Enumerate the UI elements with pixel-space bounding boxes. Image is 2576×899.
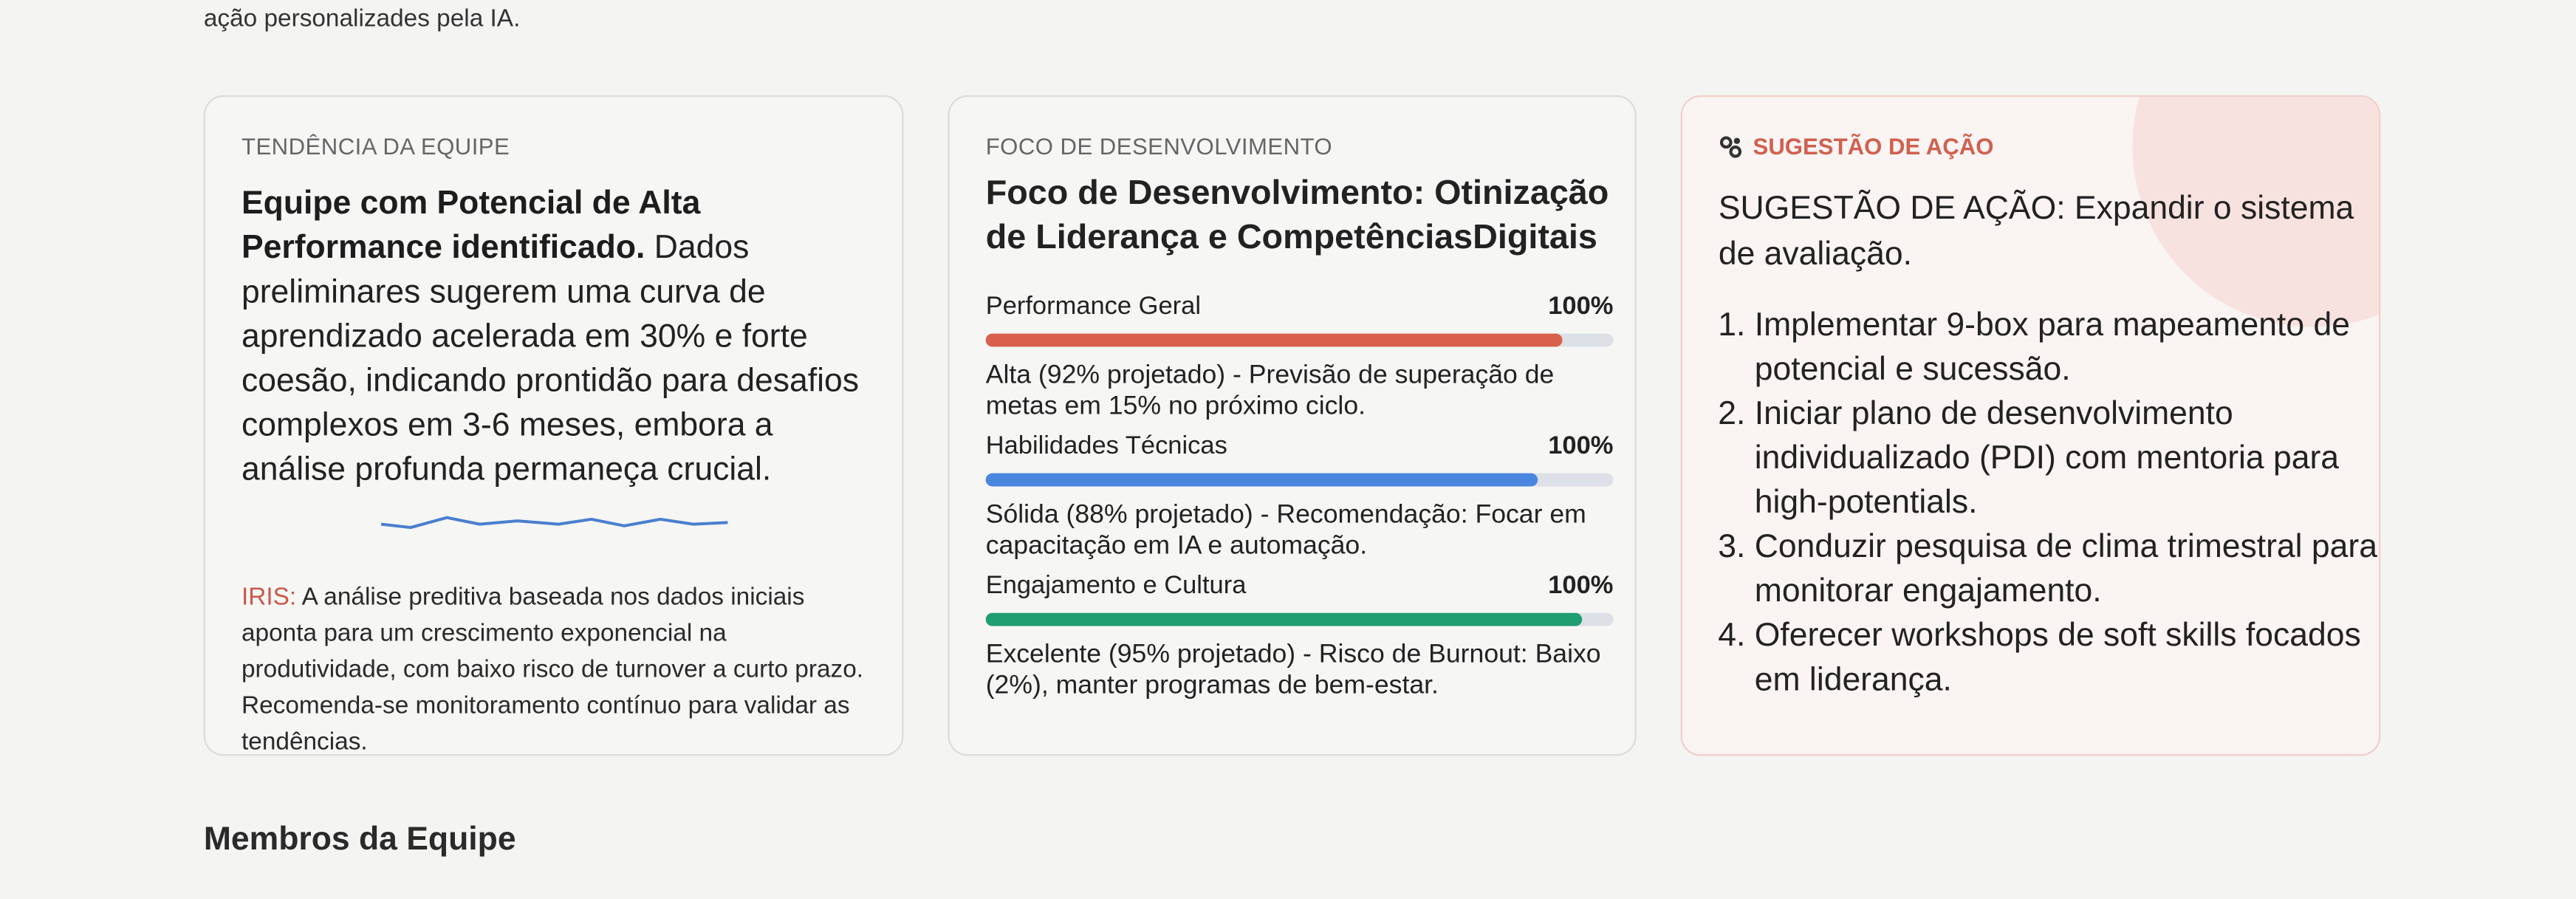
icon: [1719, 135, 1742, 157]
metric: Habilidades Técnicas 100% Sólida (88% proj…: [985, 432, 1614, 572]
progress-bar: [985, 333, 1563, 347]
metric-score: 100%: [1548, 432, 1614, 460]
metric: Engajamento e Cultura 100% Excelente (95% …: [985, 572, 1614, 711]
action-label: SUGESTÃO DE AÇÃO: [1753, 133, 1994, 160]
metric-name: Performance Geral: [985, 292, 1202, 321]
metric-description: Excelente (95% projetado) - Risco de Bur…: [985, 640, 1601, 700]
trend-heading: Equipe com Potencial de Alta Performance…: [242, 185, 701, 267]
metric-name: Engajamento e Cultura: [985, 572, 1247, 600]
intro-text: ação personalizades pela IA.: [203, 4, 521, 33]
trend-body: Dados preliminares sugerem uma curva de …: [242, 230, 860, 488]
metric-score: 100%: [1548, 292, 1614, 321]
section-title: Membros da Equipe: [203, 821, 516, 858]
metric-head: Habilidades Técnicas 100%: [986, 432, 1614, 468]
action-item: Oferecer workshops de soft skills focado…: [1755, 615, 2379, 703]
action-item: Implementar 9-box para mapeamento de pot…: [1755, 304, 2379, 393]
progress-track: [985, 612, 1614, 626]
metric-name: Habilidades Técnicas: [985, 432, 1227, 460]
action-item: Iniciar plano de desenvolvimento individ…: [1755, 393, 2379, 526]
metric-head: Engajamento e Cultura 100%: [986, 572, 1614, 608]
focus-card: FOCO DE DESENVOLVIMENTO Foco de Desenvol…: [948, 95, 1637, 756]
metric-description: Alta (92% projetado) - Previsão de super…: [985, 361, 1555, 421]
iris-note: IRIS: A análise preditiva baseada nos da…: [242, 580, 883, 756]
progress-bar: [985, 473, 1538, 487]
sparkline: [380, 516, 728, 530]
iris-text: A análise preditiva baseada nos dados in…: [242, 583, 864, 756]
metric: Performance Geral 100% Alta (92% projetado…: [985, 293, 1614, 432]
iris-label: IRIS:: [242, 583, 297, 612]
trend-card: TENDÊNCIA DA EQUIPE Equipe com Potencial…: [203, 95, 904, 756]
progress-track: [985, 473, 1614, 487]
action-title: SUGESTÃO DE AÇÃO: Expandir o sistema de …: [1718, 191, 2354, 273]
trend-text: Equipe com Potencial de Alta Performance…: [242, 182, 883, 493]
progress-track: [985, 333, 1614, 347]
focus-title: Foco de Desenvolvimento: Otinização de L…: [985, 174, 1609, 257]
metric-head: Performance Geral 100%: [986, 293, 1614, 329]
action-list: Implementar 9-box para mapeamento de pot…: [1719, 304, 2379, 704]
card-label: FOCO DE DESENVOLVIMENTO: [985, 133, 1333, 160]
metric-description: Sólida (88% projetado) - Recomendação: F…: [985, 501, 1586, 561]
card-label: TENDÊNCIA DA EQUIPE: [242, 133, 510, 160]
progress-bar: [985, 612, 1582, 626]
action-item: Conduzir pesquisa de clima trimestral pa…: [1755, 526, 2379, 615]
metric-score: 100%: [1548, 572, 1614, 600]
action-card: SUGESTÃO DE AÇÃO SUGESTÃO DE AÇÃO: Expan…: [1680, 95, 2381, 756]
metrics: Performance Geral 100% Alta (92% projetado…: [985, 293, 1614, 711]
card-label: SUGESTÃO DE AÇÃO: [1719, 133, 1994, 160]
